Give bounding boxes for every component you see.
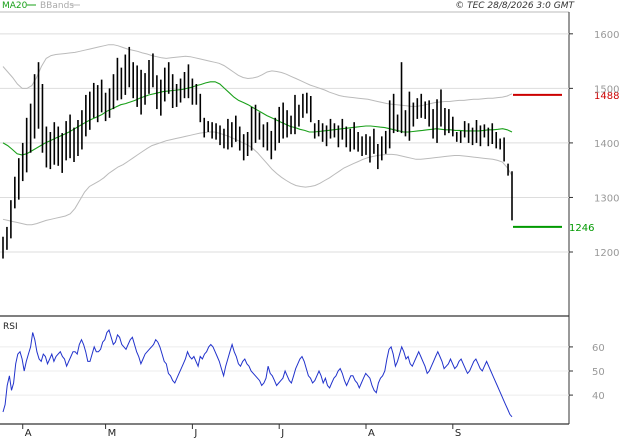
ma20: [2, 81, 513, 156]
rsi-line: [2, 328, 513, 418]
price-grid: [0, 33, 569, 253]
ma20-line: [2, 81, 513, 156]
support-label: 1246: [569, 223, 594, 234]
upper-band: [2, 44, 513, 107]
price-tick-label: 1200: [594, 248, 619, 259]
price-levels: 1488 1246: [513, 91, 619, 234]
x-tick-label: A: [25, 428, 32, 439]
rsi-title: RSI: [3, 322, 18, 332]
legend-ma20: MA20: [2, 1, 28, 11]
price-tick-label: 1500: [594, 84, 619, 95]
bollinger-bands: [2, 44, 513, 226]
price-axis-ticks: 1200 1300 1400 1500 1600: [569, 30, 619, 259]
price-tick-label: 1400: [594, 139, 619, 150]
rsi: [2, 328, 513, 418]
x-tick-label: J: [193, 428, 197, 439]
rsi-axis-ticks: 40 50 60: [569, 343, 605, 402]
price-tick-label: 1300: [594, 193, 619, 204]
price-tick-label: 1600: [594, 30, 619, 41]
x-tick-label: A: [368, 428, 375, 439]
rsi-grid: [0, 346, 569, 396]
x-tick-label: J: [280, 428, 284, 439]
price-bars: [2, 46, 513, 259]
x-tick-label: M: [108, 428, 117, 439]
lower-band: [2, 131, 513, 226]
resistance-label: 1488: [594, 91, 619, 102]
x-tick-label: S: [455, 428, 461, 439]
copyright-timestamp: © TEC 28/8/2026 3:0 GMT: [455, 1, 575, 11]
rsi-tick-label: 60: [592, 343, 605, 354]
rsi-tick-label: 40: [592, 391, 605, 402]
legend-bbands: BBands: [40, 1, 74, 11]
rsi-tick-label: 50: [592, 367, 605, 378]
